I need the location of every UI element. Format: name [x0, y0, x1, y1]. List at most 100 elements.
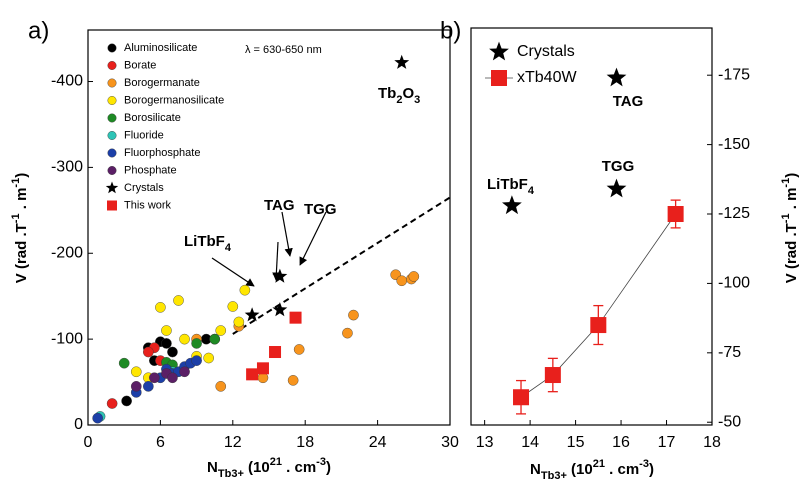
- arrows: [211, 211, 327, 287]
- annotation: TGG: [304, 201, 337, 218]
- star-marker: [394, 54, 410, 69]
- y-tick-label: -75: [718, 344, 741, 361]
- circle-marker: [408, 271, 420, 282]
- circle-marker: [209, 333, 220, 345]
- y-tick-label: -100: [51, 330, 83, 347]
- circle-marker: [287, 375, 299, 386]
- label-part: -1: [780, 178, 792, 188]
- y-tick-label: -200: [51, 244, 83, 261]
- plot-frame: [87, 29, 451, 426]
- circle-marker: [118, 357, 130, 369]
- y-tick-label: -175: [718, 66, 750, 83]
- x-tick-label: 24: [369, 434, 387, 451]
- circle-marker: [121, 395, 132, 407]
- label-part: ): [326, 459, 331, 476]
- star-marker: [105, 181, 119, 194]
- star-marker: [272, 268, 288, 283]
- label-part: 21: [270, 456, 282, 468]
- x-tick-label: 12: [224, 434, 242, 451]
- legend-label: Borosilicate: [124, 112, 181, 124]
- legend-label: xTb40W: [517, 69, 577, 86]
- label-part: . cm: [282, 459, 316, 476]
- legend-label: Crystals: [124, 182, 164, 194]
- circle-marker: [106, 398, 118, 409]
- annotation-part: O: [402, 85, 414, 102]
- legend-label: Fluoride: [124, 129, 164, 141]
- label-part: ): [649, 461, 654, 478]
- circle-marker: [191, 338, 202, 349]
- plot-frame: [470, 27, 713, 426]
- circle-marker: [107, 166, 117, 175]
- label-part: -3: [639, 458, 649, 470]
- annotation: TAG: [613, 93, 644, 110]
- circle-marker: [107, 43, 117, 53]
- legend-label: Fluorphosphate: [124, 147, 200, 159]
- star-marker: [272, 302, 288, 317]
- label-part: -1: [780, 213, 792, 223]
- circle-marker: [203, 352, 214, 364]
- annotation: LiTbF4: [487, 176, 535, 197]
- circle-marker: [173, 295, 184, 306]
- y-tick-label: 0: [74, 416, 83, 433]
- x-tick-label: 17: [658, 434, 676, 451]
- circle-marker: [107, 61, 117, 70]
- label-part: ): [13, 173, 30, 178]
- annotation-part: 2: [396, 94, 402, 106]
- annotation-part: 4: [528, 185, 535, 197]
- legend-label: Borogermanate: [124, 77, 200, 89]
- star-marker: [606, 178, 627, 198]
- circle-marker: [161, 338, 172, 349]
- circle-marker: [107, 113, 117, 123]
- label-part: -1: [10, 178, 22, 188]
- circle-marker: [239, 284, 251, 296]
- circle-marker: [167, 372, 178, 384]
- circle-marker: [143, 346, 154, 358]
- star-marker: [244, 307, 260, 322]
- circle-marker: [92, 412, 103, 424]
- legend-label: This work: [124, 199, 172, 211]
- square-marker: [289, 311, 302, 324]
- x-tick-label: 0: [84, 434, 93, 451]
- square-marker: [107, 200, 117, 211]
- x-tick-label: 16: [612, 434, 630, 451]
- square-marker: [256, 362, 269, 375]
- square-marker: [513, 389, 530, 406]
- y-tick-label: -400: [51, 73, 83, 90]
- annotation: LiTbF4: [184, 233, 232, 254]
- annotation-part: 4: [225, 242, 232, 254]
- circle-marker: [396, 275, 408, 287]
- circle-marker: [107, 78, 117, 88]
- y-tick-label: -150: [718, 136, 750, 153]
- label-part: 21: [593, 458, 605, 470]
- annotation: TAG: [264, 197, 295, 214]
- circle-marker: [107, 131, 117, 140]
- legend-label: Phosphate: [124, 164, 177, 176]
- star-marker: [489, 41, 509, 61]
- annotation: TGG: [602, 158, 635, 175]
- circle-marker: [167, 346, 178, 358]
- panel-label: b): [440, 17, 461, 44]
- circle-marker: [149, 372, 160, 384]
- x-tick-label: 30: [441, 434, 459, 451]
- x-tick-label: 14: [521, 434, 539, 451]
- legend-label: Crystals: [517, 43, 575, 60]
- square-marker: [590, 317, 607, 334]
- annotation-part: LiTbF: [184, 233, 225, 250]
- circle-marker: [143, 381, 154, 392]
- square-marker: [544, 367, 561, 384]
- circle-marker: [215, 381, 227, 392]
- circle-marker: [227, 301, 239, 312]
- legend-label: Aluminosilicate: [124, 42, 197, 54]
- label-part: (10: [244, 459, 270, 476]
- y-tick-label: -125: [718, 205, 750, 222]
- circle-marker: [107, 96, 117, 105]
- label-part: N: [530, 461, 541, 478]
- square-marker: [269, 346, 282, 359]
- circle-marker: [179, 333, 190, 345]
- y-tick-label: -50: [718, 413, 741, 430]
- circle-marker: [342, 327, 353, 339]
- legend-label: Borate: [124, 59, 156, 71]
- fit-line: [232, 196, 451, 335]
- legend-label: Borogermanosilicate: [124, 94, 224, 106]
